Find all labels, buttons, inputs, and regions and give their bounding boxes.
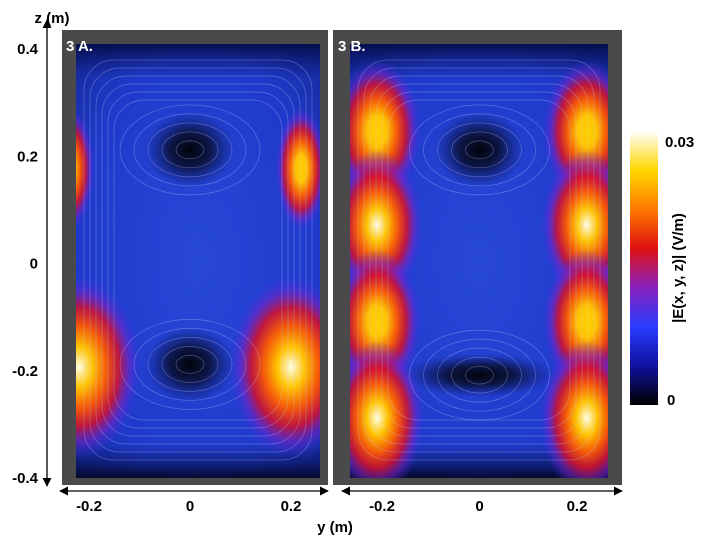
contour-line [363, 67, 595, 453]
contour-line [147, 337, 233, 392]
contour-line [161, 346, 219, 383]
contour-line [409, 104, 550, 196]
z-tick-label: -0.2 [12, 363, 38, 380]
y-tick-label: 0.2 [281, 498, 302, 515]
z-axis-label: z (m) [35, 10, 70, 27]
y-tick-label: 0 [475, 498, 483, 515]
field-contours [357, 59, 601, 461]
contour-line [95, 75, 301, 445]
field-hotspot [350, 341, 425, 478]
colorbar-title: |E(x, y, z)| (V/m) [670, 213, 687, 323]
z-tick-label: -0.4 [12, 470, 39, 487]
field-contours [83, 59, 313, 461]
contour-line [357, 59, 601, 461]
contour-line [369, 75, 589, 445]
contour-line [437, 347, 522, 403]
contour-line [451, 131, 508, 169]
contour-line [133, 328, 247, 401]
contour-line [113, 99, 283, 421]
colorbar-min-label: 0 [667, 392, 675, 409]
field-hotspot [539, 341, 608, 478]
contour-line [465, 140, 494, 160]
field-hotspot [76, 275, 141, 460]
panel-a: 3 A. [62, 30, 328, 485]
contour-line [423, 113, 536, 187]
y-axis: -0.2 0 0.2 -0.2 0 0.2 y (m) [59, 486, 623, 536]
contour-line [119, 319, 261, 410]
y-tick-label: -0.2 [369, 498, 395, 515]
field-minimum [434, 111, 525, 188]
field-minimum [145, 326, 235, 403]
contour-line [437, 122, 522, 178]
z-tick-label: 0 [30, 256, 38, 273]
contour-line [423, 338, 536, 412]
contour-line [175, 355, 205, 374]
contour-line [451, 356, 508, 394]
z-tick-label: 0.2 [17, 148, 38, 165]
contour-line [107, 91, 289, 429]
contour-line [161, 131, 219, 169]
contour-line [119, 104, 261, 196]
contour-line [101, 83, 295, 437]
colorbar: 0.03 0 |E(x, y, z)| (V/m) [630, 131, 694, 409]
y-axis-label: y (m) [317, 519, 353, 536]
colorbar-max-label: 0.03 [665, 134, 694, 151]
field-minimum [145, 111, 235, 188]
panel-b-title: 3 B. [338, 38, 366, 55]
colorbar-gradient [630, 131, 658, 405]
contour-line [409, 329, 550, 421]
contour-line [387, 99, 571, 421]
field-hotspot [229, 275, 320, 460]
panel-a-title: 3 A. [66, 38, 93, 55]
contour-line [89, 67, 307, 453]
contour-line [465, 365, 494, 385]
y-tick-label: 0 [186, 498, 194, 515]
contour-line [147, 122, 233, 178]
contour-line [175, 140, 205, 160]
field-hotspot [76, 109, 95, 229]
y-tick-label: -0.2 [76, 498, 102, 515]
field-minimum [404, 353, 555, 398]
panel-b: 3 B. [333, 30, 622, 485]
contour-line [133, 113, 247, 187]
field-hotspot [275, 106, 320, 231]
contour-line [83, 59, 313, 461]
z-axis: z (m) 0.4 0.2 0 -0.2 -0.4 [12, 10, 69, 487]
y-tick-label: 0.2 [567, 498, 588, 515]
contour-line [381, 91, 577, 429]
z-tick-label: 0.4 [17, 41, 39, 58]
contour-line [375, 83, 583, 437]
